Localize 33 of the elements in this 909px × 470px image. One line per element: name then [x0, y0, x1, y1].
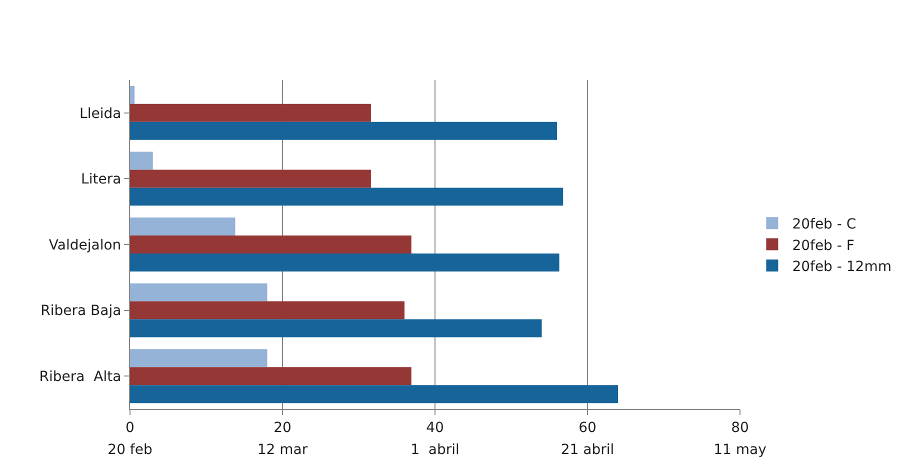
x2-tick-label: 12 mar — [257, 442, 308, 458]
y-tick-label: Valdejalon — [48, 237, 122, 254]
bar — [130, 283, 268, 302]
x2-tick-label: 11 may — [714, 442, 766, 458]
bar — [130, 218, 236, 236]
x-tick-label: 0 — [126, 420, 134, 436]
bar — [130, 104, 371, 122]
bar — [130, 152, 153, 170]
y-tick-label: Litera — [81, 172, 122, 188]
x-tick-label: 20 — [274, 420, 292, 436]
bar — [130, 188, 564, 206]
x-tick-label: 80 — [731, 420, 749, 436]
y-tick-label: Ribera Baja — [40, 303, 122, 320]
legend-label: 20feb - C — [792, 216, 856, 233]
x2-tick-label: 1 abril — [410, 442, 460, 458]
x-tick-label: 40 — [426, 420, 444, 436]
x-tick-label: 60 — [578, 420, 596, 436]
bar — [130, 349, 268, 368]
bar — [130, 319, 542, 338]
bar — [130, 122, 557, 140]
bar — [130, 253, 560, 272]
bar — [130, 86, 135, 104]
y-tick-label: Ribera Alta — [39, 369, 122, 385]
bar — [130, 170, 371, 188]
x2-tick-label: 20 feb — [108, 442, 152, 458]
bar — [130, 301, 404, 320]
x2-tick-label: 21 abril — [560, 442, 614, 458]
bar — [130, 236, 412, 254]
legend-label: 20feb - 12mm — [792, 258, 892, 275]
y-tick-label: Lleida — [80, 106, 122, 122]
bar — [130, 367, 412, 386]
bar — [130, 385, 618, 404]
legend-label: 20feb - F — [792, 238, 854, 254]
